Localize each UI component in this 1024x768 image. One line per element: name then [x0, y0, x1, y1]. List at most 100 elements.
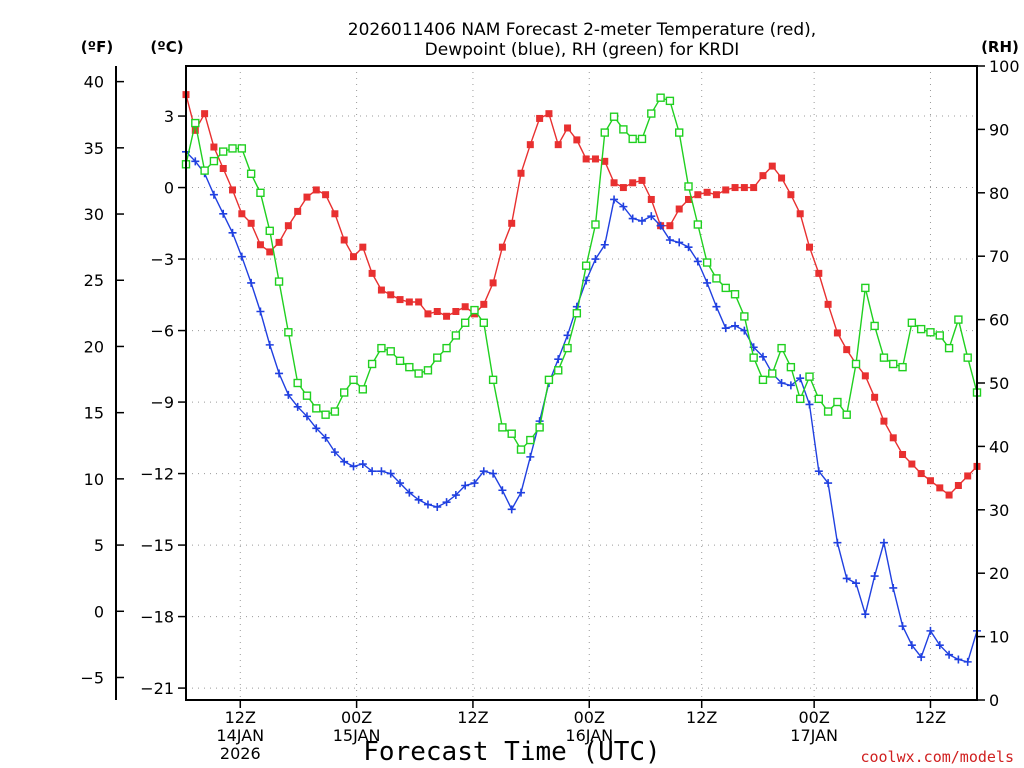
dewpoint-point: [843, 574, 851, 582]
temperature-point: [285, 222, 292, 229]
rh-point: [471, 307, 478, 314]
temperature-point: [499, 244, 506, 251]
x-tick-label: 00Z: [341, 708, 372, 727]
temperature-point: [825, 301, 832, 308]
rh-point: [406, 364, 413, 371]
rh-point: [201, 167, 208, 174]
fahrenheit-unit-label: (ºF): [81, 38, 113, 56]
temperature-point: [704, 189, 711, 196]
rh-point: [452, 332, 459, 339]
celsius-tick-label: −15: [140, 536, 174, 555]
fahrenheit-tick-label: −5: [80, 668, 104, 687]
dewpoint-point: [805, 400, 813, 408]
temperature-point: [573, 136, 580, 143]
dewpoint-point: [871, 572, 879, 580]
grid-lines: [186, 66, 977, 700]
rh-point: [257, 189, 264, 196]
temperature-point: [741, 184, 748, 191]
temperature-point: [406, 298, 413, 305]
rh-point: [648, 110, 655, 117]
temperature-point: [946, 492, 953, 499]
fahrenheit-tick-label: 0: [94, 602, 104, 621]
temperature-point: [918, 470, 925, 477]
dewpoint-point: [852, 579, 860, 587]
x-tick-label: 2026: [220, 744, 261, 763]
rh-point: [638, 135, 645, 142]
temperature-point: [834, 329, 841, 336]
temperature-point: [210, 144, 217, 151]
dewpoint-point: [889, 584, 897, 592]
x-tick-label: 12Z: [457, 708, 488, 727]
rh-point: [834, 399, 841, 406]
celsius-tick-label: 3: [164, 107, 174, 126]
rh-point: [322, 411, 329, 418]
temperature-point: [359, 244, 366, 251]
temperature-point: [611, 179, 618, 186]
rh-point: [685, 183, 692, 190]
rh-point: [899, 364, 906, 371]
rh-tick-label: 30: [989, 501, 1009, 520]
rh-point: [815, 395, 822, 402]
temperature-point: [955, 482, 962, 489]
temperature-point: [424, 310, 431, 317]
temperature-point: [787, 191, 794, 198]
temperature-point: [201, 110, 208, 117]
temperature-point: [638, 177, 645, 184]
temperature-point: [555, 141, 562, 148]
credit-text: coolwx.com/models: [860, 748, 1014, 766]
temperature-point: [257, 241, 264, 248]
fahrenheit-tick-label: 35: [84, 139, 104, 158]
temperature-point: [434, 308, 441, 315]
temperature-point: [564, 124, 571, 131]
temperature-point: [806, 244, 813, 251]
temperature-point: [238, 210, 245, 217]
rh-point: [843, 411, 850, 418]
temperature-point: [722, 186, 729, 193]
rh-point: [890, 360, 897, 367]
rh-tick-label: 20: [989, 564, 1009, 583]
temperature-point: [220, 165, 227, 172]
rh-tick-label: 90: [989, 120, 1009, 139]
temperature-point: [778, 175, 785, 182]
temperature-point: [276, 239, 283, 246]
temperature-point: [936, 484, 943, 491]
dewpoint-point: [489, 470, 497, 478]
x-tick-label: 00Z: [798, 708, 829, 727]
dewpoint-point: [685, 243, 693, 251]
rh-point: [601, 129, 608, 136]
rh-point: [741, 313, 748, 320]
rh-point: [443, 345, 450, 352]
temperature-point: [927, 477, 934, 484]
rh-point: [285, 329, 292, 336]
dewpoint-point: [638, 217, 646, 225]
temperature-point: [797, 210, 804, 217]
rh-point: [657, 94, 664, 101]
temperature-point: [694, 191, 701, 198]
temperature-point: [964, 472, 971, 479]
dewpoint-point: [675, 238, 683, 246]
temperature-point: [266, 248, 273, 255]
rh-point: [787, 364, 794, 371]
rh-point: [936, 332, 943, 339]
dewpoint-point: [601, 241, 609, 249]
temperature-point: [322, 191, 329, 198]
temperature-point: [648, 196, 655, 203]
rh-point: [415, 370, 422, 377]
celsius-tick-label: 0: [164, 179, 174, 198]
celsius-tick-label: −6: [150, 322, 174, 341]
rh-point: [555, 367, 562, 374]
fahrenheit-tick-label: 15: [84, 404, 104, 423]
dewpoint-point: [275, 369, 283, 377]
temperature-point: [331, 210, 338, 217]
rh-point: [666, 97, 673, 104]
dewpoint-point: [256, 307, 264, 315]
dewpoint-point: [964, 658, 972, 666]
dewpoint-point: [526, 453, 534, 461]
rh-tick-label: 80: [989, 184, 1009, 203]
temperature-point: [890, 434, 897, 441]
rh-point: [964, 354, 971, 361]
dewpoint-point: [266, 341, 274, 349]
rh-point: [545, 376, 552, 383]
rh-point: [359, 386, 366, 393]
rh-point: [676, 129, 683, 136]
